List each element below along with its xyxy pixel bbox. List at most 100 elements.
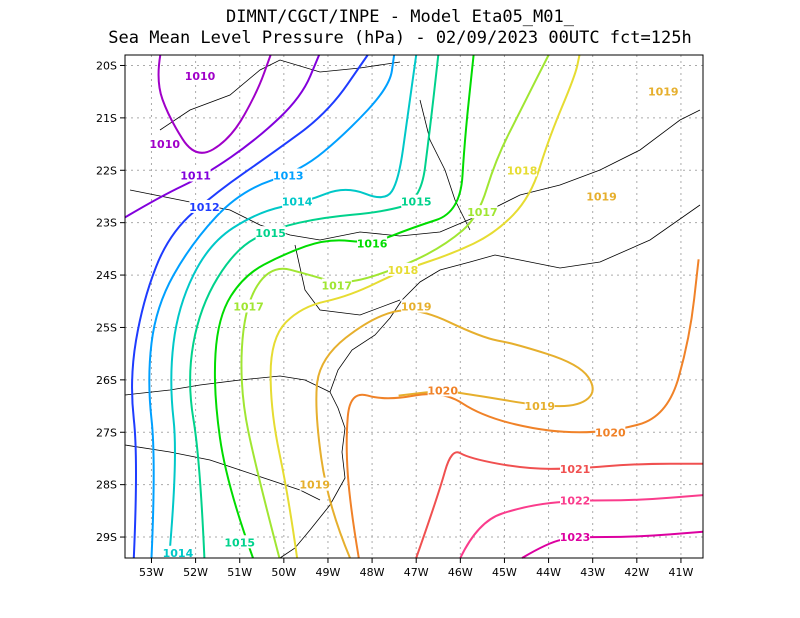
isobar-label-bg [282,194,313,208]
x-tick-label: 43W [580,566,605,579]
x-tick-label: 51W [227,566,252,579]
isobar-label-1020: 1020 [427,384,458,397]
isobar-label-bg [357,236,388,250]
isobar-label-1017: 1017 [233,301,264,314]
isobar-label-1010: 1010 [185,70,216,83]
isobar-label-1012: 1012 [189,201,220,214]
isobar-label-1023: 1023 [560,531,591,544]
isobar-label-bg [560,461,591,475]
isobar-label-bg [189,199,220,213]
isobar-label-1019: 1019 [586,190,617,203]
x-tick-label: 42W [624,566,649,579]
isobar-label-1013: 1013 [273,170,304,183]
isobar-label-bg [524,399,555,413]
isobar-label-1019: 1019 [299,479,330,492]
state-border [159,59,401,131]
isobar-label-bg [507,163,538,177]
isobar-1014 [168,54,418,559]
y-tick-label: 24S [96,269,117,282]
isobar-label-1022: 1022 [560,494,591,507]
isobar-label-bg [427,383,458,397]
y-tick-label: 21S [96,112,117,125]
isobar-label-1015: 1015 [224,536,255,549]
y-tick-label: 27S [96,426,117,439]
isobar-label-bg [224,535,255,549]
isobar-1019 [315,309,594,559]
isobar-1020 [345,259,700,559]
plot-frame [124,54,704,559]
isobar-label-bg [560,530,591,544]
x-tick-label: 45W [492,566,517,579]
isobar-label-bg [595,425,626,439]
isobar-label-bg [273,168,304,182]
state-border [419,99,471,231]
y-tick-label: 23S [96,217,117,230]
isobar-label-1011: 1011 [180,170,211,183]
x-tick-label: 41W [669,566,694,579]
isobar-label-1015: 1015 [255,227,286,240]
isobar-label-bg [648,84,679,98]
isobar-label-bg [255,226,286,240]
isobar-label-bg [467,205,498,219]
isobar-1022 [459,494,704,559]
isobar-label-bg [321,278,352,292]
isobar-label-1014: 1014 [282,196,313,209]
isobar-label-bg [233,299,264,313]
isobar-label-bg [299,477,330,491]
y-tick-label: 29S [96,531,117,544]
isobar-label-1015: 1015 [401,196,432,209]
x-tick-label: 48W [360,566,385,579]
isobar-label-bg [560,493,591,507]
state-border [124,375,331,396]
x-axis-ticks: 53W 52W 51W 50W 49W 48W 47W 46W 45W 44W 43W 42W 41W [139,558,693,579]
isobar-label-bg [149,137,180,151]
y-tick-label: 26S [96,374,117,387]
isobar-1017 [240,54,550,559]
isobar-1012 [131,54,369,559]
isobar-label-1016: 1016 [357,238,388,251]
isobar-label-bg [387,262,418,276]
isobar-label-1017: 1017 [467,206,498,219]
isobar-label-1014: 1014 [163,547,194,560]
state-border [129,109,701,241]
isobar-label-1017: 1017 [321,280,352,293]
isobar-label-bg [401,194,432,208]
isobar-1010 [157,54,272,154]
isobar-label-bg [185,68,216,82]
coastline [279,204,701,559]
isobar-label-1019: 1019 [401,301,432,314]
x-tick-label: 47W [404,566,429,579]
y-axis-ticks: 20S 21S 22S 23S 24S 25S 26S 27S 28S 29S [96,59,125,544]
contour-labels: 1010 1010 1011 1012 1013 1014 1014 1015 1015 1015… [149,68,679,560]
isobar-1016 [213,54,475,559]
isobar-1011 [124,54,321,219]
x-tick-label: 44W [536,566,561,579]
isobar-label-1019: 1019 [524,400,555,413]
x-tick-label: 50W [271,566,296,579]
isobar-label-bg [401,299,432,313]
state-border [294,244,401,316]
isobar-label-bg [180,168,211,182]
isobar-1013 [148,54,396,559]
y-tick-label: 25S [96,321,117,334]
isobar-label-1020: 1020 [595,426,626,439]
y-tick-label: 28S [96,479,117,492]
isobar-label-bg [586,189,617,203]
y-tick-label: 20S [96,59,117,72]
isobar-label-1019: 1019 [648,86,679,99]
isobar-label-1018: 1018 [388,264,419,277]
isobar-label-1018: 1018 [507,164,538,177]
x-tick-label: 52W [183,566,208,579]
y-tick-label: 22S [96,164,117,177]
isobar-label-1010: 1010 [149,138,180,151]
chart-title: DIMNT/CGCT/INPE - Model Eta05_M01_ [226,7,575,27]
x-tick-label: 49W [316,566,341,579]
x-tick-label: 53W [139,566,164,579]
x-tick-label: 46W [448,566,473,579]
isobar-label-1021: 1021 [560,463,591,476]
isobar-1023 [521,530,704,559]
chart-subtitle: Sea Mean Level Pressure (hPa) - 02/09/20… [108,28,691,48]
isobar-1021 [415,451,703,559]
isobar-label-bg [162,545,193,559]
